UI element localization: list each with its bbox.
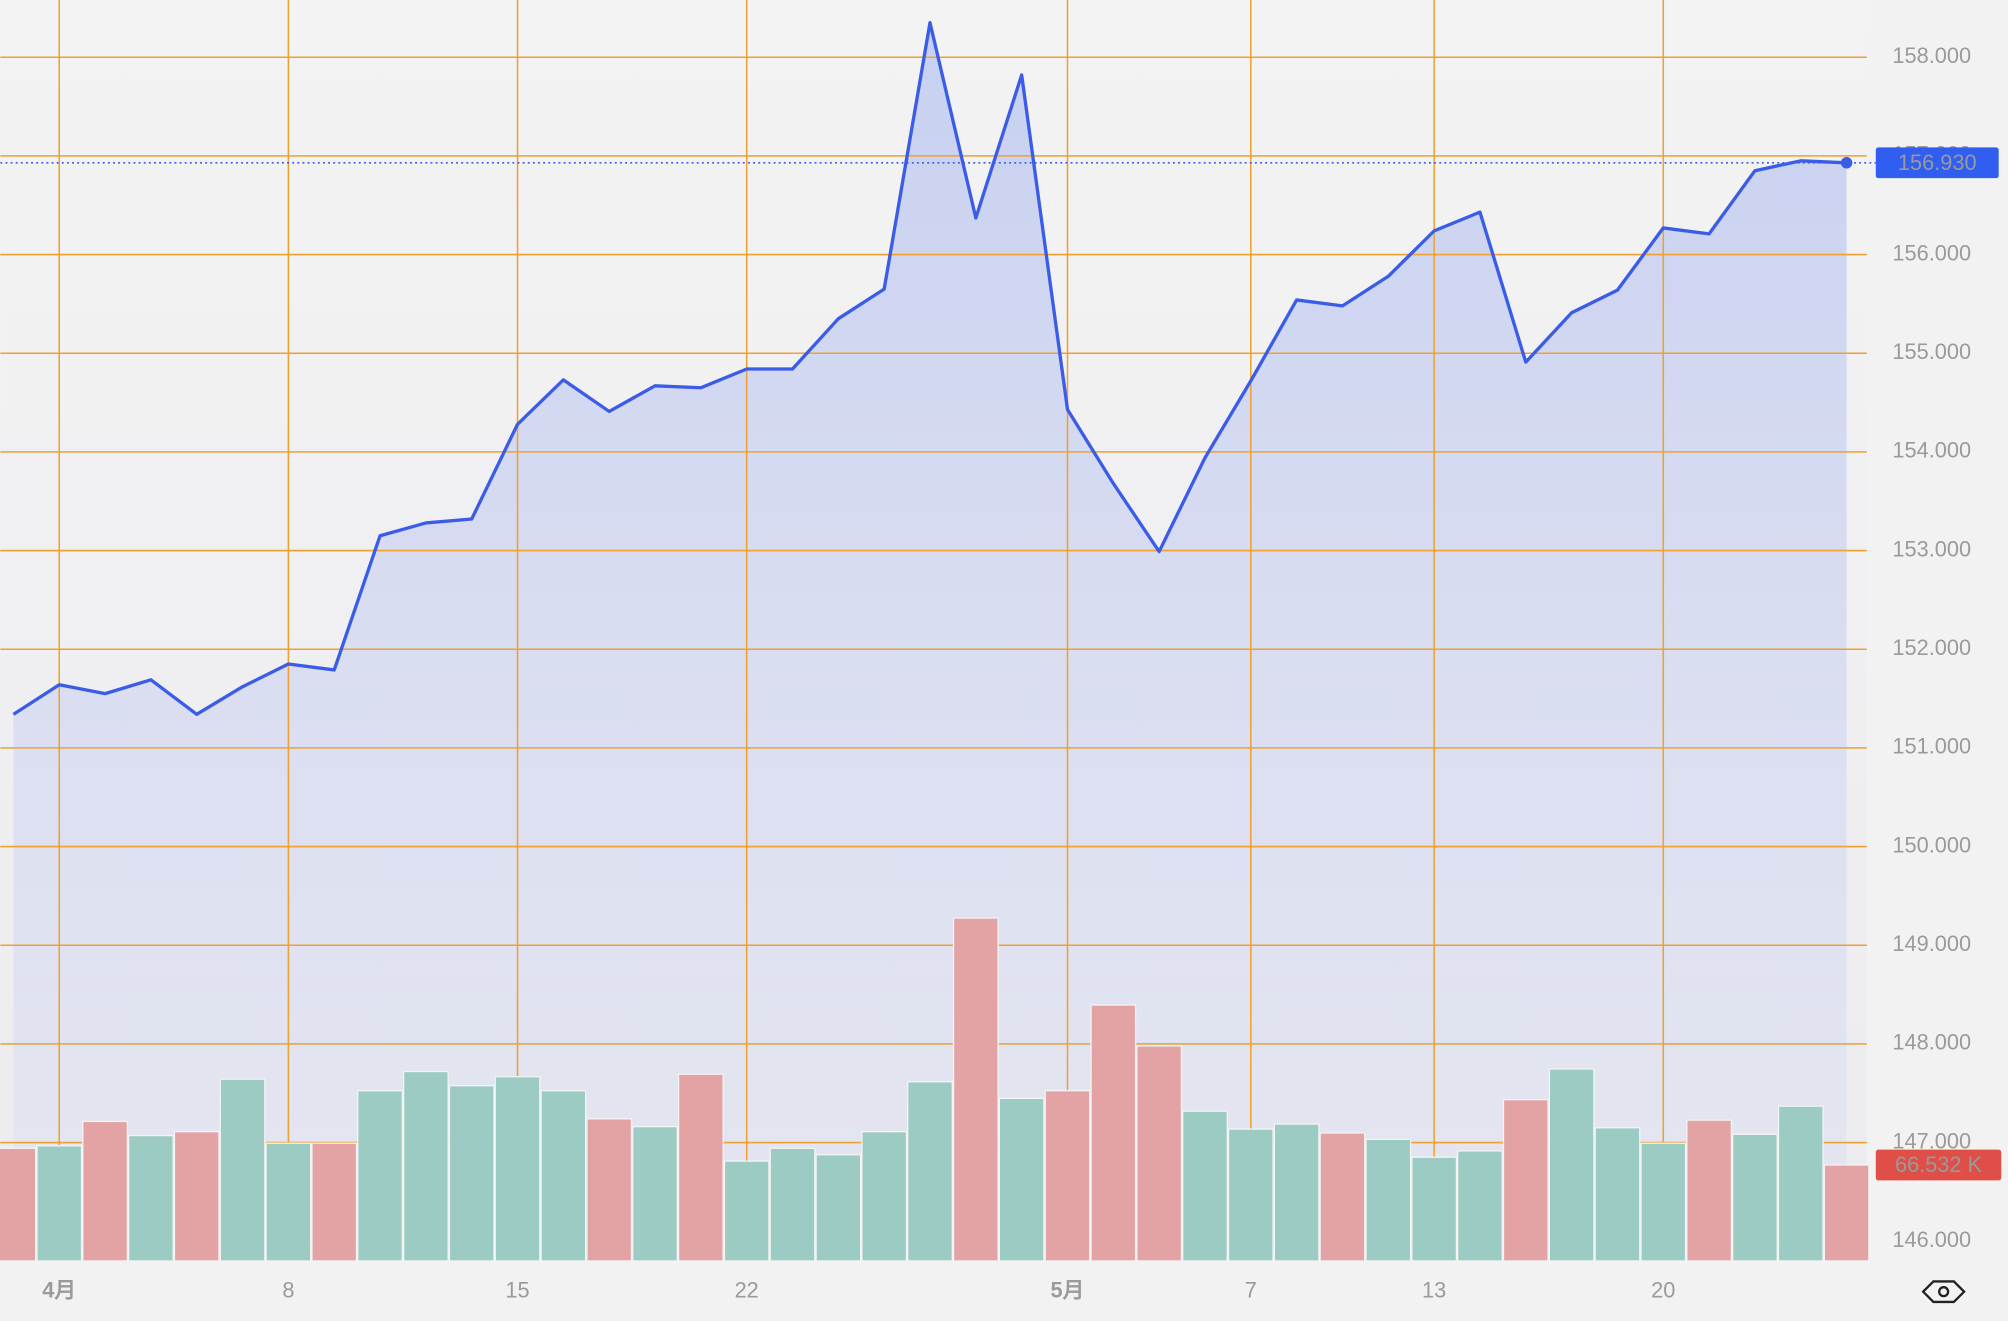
y-tick-label: 156.000 xyxy=(1892,240,1971,265)
y-tick-label: 153.000 xyxy=(1892,536,1971,561)
settings-icon[interactable] xyxy=(1921,1280,1966,1304)
settings-hexagon[interactable] xyxy=(1921,1280,1966,1304)
last-price-label: 156.930 xyxy=(1898,150,1977,175)
volume-bar xyxy=(1502,1099,1549,1262)
volume-bar xyxy=(173,1131,220,1262)
volume-bar xyxy=(1640,1142,1687,1262)
volume-bar xyxy=(1365,1138,1412,1262)
volume-bar xyxy=(1090,1004,1137,1262)
volume-bar xyxy=(1182,1110,1228,1262)
volume-bar xyxy=(632,1125,678,1262)
volume-bar xyxy=(907,1081,953,1262)
volume-bar xyxy=(861,1131,908,1262)
volume-bar xyxy=(0,1147,37,1262)
volume-bar xyxy=(815,1154,862,1262)
volume-bar xyxy=(357,1090,403,1262)
volume-bar xyxy=(677,1073,724,1262)
volume-bar xyxy=(1044,1090,1091,1262)
last-price-dot xyxy=(1840,157,1853,169)
last-volume-label: 66.532 K xyxy=(1895,1152,1983,1177)
volume-bar xyxy=(1686,1119,1733,1262)
y-tick-label: 146.000 xyxy=(1892,1227,1971,1252)
volume-bar xyxy=(1594,1127,1641,1262)
y-tick-label: 151.000 xyxy=(1892,734,1971,759)
volume-bar xyxy=(1227,1128,1274,1262)
volume-bar xyxy=(1319,1132,1366,1262)
volume-bar xyxy=(1732,1133,1778,1262)
volume-bar xyxy=(36,1145,83,1262)
volume-bar xyxy=(82,1120,128,1262)
volume-bar xyxy=(1411,1156,1458,1262)
price-line xyxy=(12,21,1847,717)
volume-bar xyxy=(998,1097,1045,1262)
volume-bar xyxy=(402,1070,449,1262)
x-tick-label: 4月 xyxy=(42,1277,76,1302)
y-tick-label: 147.000 xyxy=(1892,1128,1971,1153)
volume-bar xyxy=(1823,1164,1870,1262)
y-tick-label: 158.000 xyxy=(1892,43,1971,68)
volume-bar xyxy=(1777,1105,1824,1262)
volume-bar xyxy=(1273,1123,1320,1262)
y-tick-label: 155.000 xyxy=(1892,339,1971,364)
x-tick-label: 13 xyxy=(1422,1277,1446,1302)
y-tick-label: 149.000 xyxy=(1892,931,1971,956)
volume-bar xyxy=(265,1142,312,1262)
y-tick-label: 154.000 xyxy=(1892,438,1971,463)
volume-bar xyxy=(448,1085,495,1262)
volume-bar xyxy=(494,1076,541,1262)
volume-bar xyxy=(311,1142,358,1262)
x-tick-label: 7 xyxy=(1245,1277,1257,1302)
y-tick-label: 148.000 xyxy=(1892,1030,1971,1055)
price-area xyxy=(13,22,1847,1261)
volume-bar xyxy=(540,1090,587,1262)
volume-bar xyxy=(769,1147,816,1262)
x-tick-label: 22 xyxy=(735,1277,759,1302)
x-tick-label: 15 xyxy=(505,1277,529,1302)
volume-bar xyxy=(586,1118,633,1262)
volume-bar xyxy=(723,1160,770,1262)
last-price-box xyxy=(1875,147,1999,179)
settings-dot[interactable] xyxy=(1938,1286,1950,1298)
volume-bar xyxy=(1136,1045,1183,1262)
x-tick-label: 20 xyxy=(1651,1277,1675,1302)
volume-bar xyxy=(1548,1068,1595,1262)
x-tick-label: 5月 xyxy=(1051,1277,1085,1302)
volume-bar xyxy=(219,1078,266,1262)
x-tick-label: 8 xyxy=(282,1277,294,1302)
volume-bar xyxy=(952,917,999,1262)
volume-bar xyxy=(1457,1150,1503,1262)
y-tick-label: 152.000 xyxy=(1892,635,1971,660)
y-tick-label: 150.000 xyxy=(1892,832,1971,857)
last-volume-box xyxy=(1875,1149,2002,1181)
volume-bar xyxy=(127,1134,174,1262)
